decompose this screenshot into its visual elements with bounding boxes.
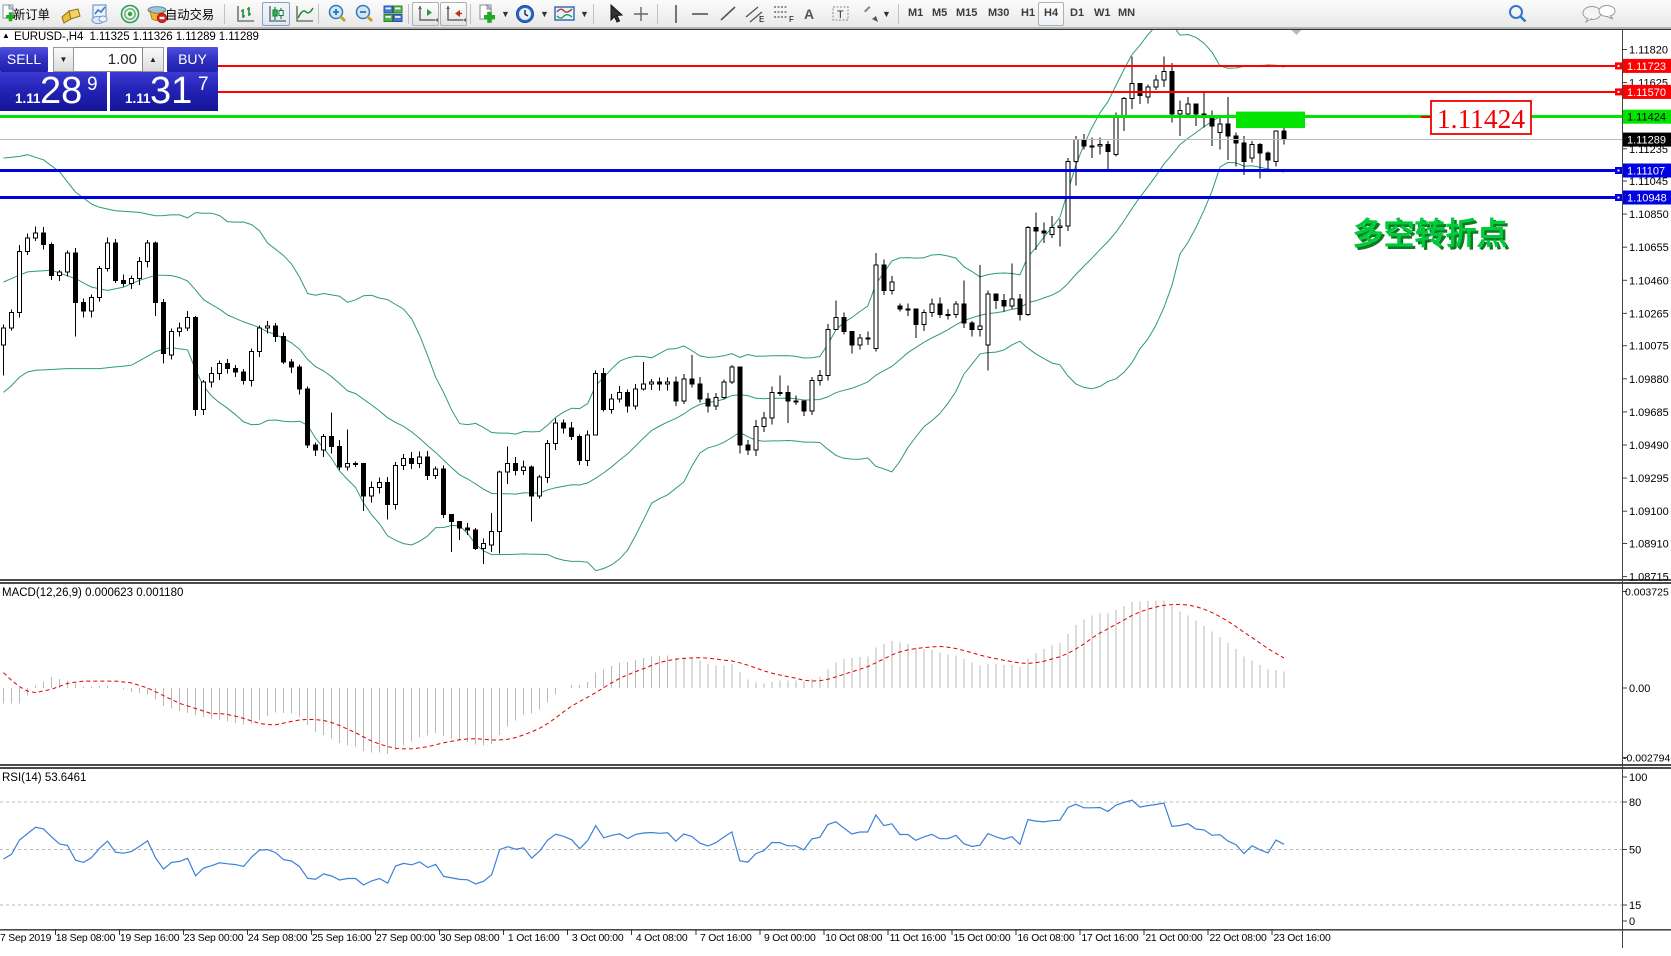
svg-text:MACD(12,26,9) 0.000623 0.00118: MACD(12,26,9) 0.000623 0.001180	[2, 587, 183, 599]
svg-text:1.09880: 1.09880	[1629, 374, 1669, 386]
svg-text:1.11045: 1.11045	[1629, 176, 1668, 188]
svg-text:1.11235: 1.11235	[1629, 144, 1668, 156]
svg-text:80: 80	[1629, 797, 1641, 809]
svg-text:1.11289: 1.11289	[1627, 135, 1666, 147]
svg-text:1.09490: 1.09490	[1629, 440, 1669, 452]
svg-text:0.00: 0.00	[1629, 683, 1650, 695]
svg-text:15: 15	[1629, 900, 1641, 912]
svg-text:多空转折点: 多空转折点	[1353, 217, 1508, 252]
svg-text:1.11107: 1.11107	[1627, 166, 1665, 178]
svg-text:15 Oct 00:00: 15 Oct 00:00	[953, 933, 1011, 944]
svg-text:7 Sep 2019: 7 Sep 2019	[0, 933, 52, 944]
svg-text:0: 0	[1629, 916, 1635, 928]
svg-text:1.10075: 1.10075	[1629, 341, 1669, 353]
svg-text:7 Oct 16:00: 7 Oct 16:00	[700, 933, 752, 944]
svg-text:27 Sep 00:00: 27 Sep 00:00	[376, 933, 436, 944]
svg-text:E: E	[759, 15, 764, 24]
svg-text:30 Sep 08:00: 30 Sep 08:00	[440, 933, 500, 944]
svg-text:16 Oct 08:00: 16 Oct 08:00	[1017, 933, 1075, 944]
svg-text:50: 50	[1629, 845, 1641, 857]
svg-text:1.11723: 1.11723	[1627, 61, 1666, 73]
svg-text:多空转折点: 多空转折点	[1355, 219, 1510, 254]
svg-text:1.10850: 1.10850	[1629, 209, 1669, 221]
svg-text:1.11820: 1.11820	[1629, 45, 1668, 57]
svg-text:1.09100: 1.09100	[1629, 506, 1669, 518]
svg-text:1.10655: 1.10655	[1629, 242, 1669, 254]
svg-text:RSI(14) 53.6461: RSI(14) 53.6461	[2, 772, 86, 784]
svg-text:1.10265: 1.10265	[1629, 308, 1669, 320]
svg-text:4 Oct 08:00: 4 Oct 08:00	[636, 933, 688, 944]
svg-text:3 Oct 00:00: 3 Oct 00:00	[572, 933, 624, 944]
svg-text:19 Sep 16:00: 19 Sep 16:00	[120, 933, 180, 944]
svg-text:23 Sep 00:00: 23 Sep 00:00	[184, 933, 244, 944]
svg-text:10 Oct 08:00: 10 Oct 08:00	[825, 933, 883, 944]
svg-text:1.08715: 1.08715	[1629, 572, 1669, 584]
svg-text:T: T	[837, 9, 844, 21]
svg-text:9 Oct 00:00: 9 Oct 00:00	[764, 933, 816, 944]
svg-text:1 Oct 16:00: 1 Oct 16:00	[508, 933, 560, 944]
svg-text:18 Sep 08:00: 18 Sep 08:00	[56, 933, 116, 944]
svg-text:25 Sep 16:00: 25 Sep 16:00	[312, 933, 372, 944]
svg-text:1.10948: 1.10948	[1627, 193, 1667, 205]
svg-text:1.11424: 1.11424	[1437, 103, 1526, 134]
svg-text:24 Sep 08:00: 24 Sep 08:00	[248, 933, 308, 944]
svg-text:17 Oct 16:00: 17 Oct 16:00	[1081, 933, 1139, 944]
svg-text:100: 100	[1629, 772, 1647, 784]
svg-text:21 Oct 00:00: 21 Oct 00:00	[1145, 933, 1203, 944]
svg-text:1.11570: 1.11570	[1627, 87, 1666, 99]
svg-text:1.09295: 1.09295	[1629, 473, 1669, 485]
svg-text:1.10460: 1.10460	[1629, 275, 1669, 287]
svg-text:-0.002794: -0.002794	[1623, 753, 1670, 765]
svg-text:23 Oct 16:00: 23 Oct 16:00	[1273, 933, 1331, 944]
svg-text:F: F	[789, 15, 794, 24]
svg-text:11 Oct 16:00: 11 Oct 16:00	[890, 933, 947, 944]
svg-text:1.11424: 1.11424	[1627, 112, 1666, 124]
svg-text:1.08910: 1.08910	[1629, 539, 1669, 551]
svg-text:1.09685: 1.09685	[1629, 407, 1669, 419]
svg-text:0.003725: 0.003725	[1625, 587, 1669, 599]
svg-text:22 Oct 08:00: 22 Oct 08:00	[1209, 933, 1267, 944]
